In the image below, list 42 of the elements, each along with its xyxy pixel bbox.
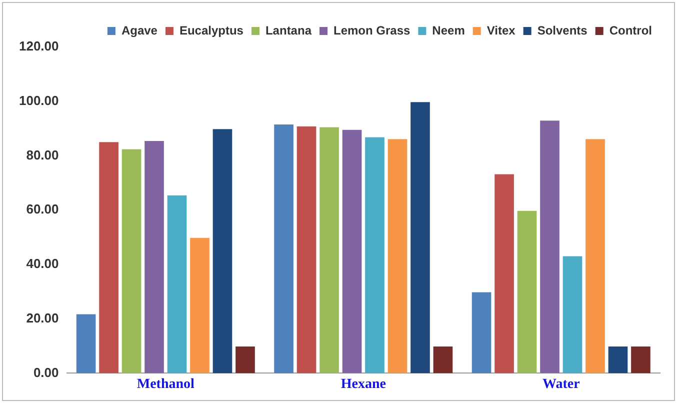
bar <box>540 120 560 374</box>
bar <box>388 139 408 374</box>
bar <box>342 130 362 374</box>
legend-label: Eucalyptus <box>179 23 244 38</box>
bar <box>296 126 316 374</box>
legend-label: Neem <box>432 23 465 38</box>
x-tick-label: Hexane <box>340 377 386 392</box>
y-tick-label: 0.00 <box>33 364 59 380</box>
bar <box>433 346 453 374</box>
bar <box>320 127 339 374</box>
legend-label: Solvents <box>537 23 588 38</box>
bar <box>608 346 628 374</box>
legend-label: Lemon Grass <box>333 23 411 38</box>
legend-label: Vitex <box>486 23 516 38</box>
legend-label: Lantana <box>265 23 312 38</box>
bar <box>365 137 384 374</box>
legend-label: Agave <box>121 23 158 38</box>
bar <box>190 238 210 374</box>
bar <box>274 124 294 374</box>
legend-label: Control <box>609 23 652 38</box>
bar <box>494 174 514 374</box>
bar <box>586 139 605 374</box>
y-tick-label: 20.00 <box>26 310 59 326</box>
y-tick-label: 40.00 <box>26 256 59 272</box>
bar <box>562 256 582 374</box>
y-tick-label: 80.00 <box>26 147 59 162</box>
bar <box>122 149 142 374</box>
y-tick-label: 100.00 <box>18 92 59 108</box>
y-tick-label: 60.00 <box>26 202 59 217</box>
bar <box>76 314 96 374</box>
bar <box>99 142 118 374</box>
bar <box>236 346 255 374</box>
bar <box>631 346 650 374</box>
x-tick-label: Water <box>542 377 580 392</box>
bar <box>472 292 492 374</box>
bar <box>144 141 164 374</box>
bar <box>410 102 430 374</box>
x-tick-label: Methanol <box>136 377 195 392</box>
bar <box>517 210 537 374</box>
bar <box>212 129 232 374</box>
bar <box>167 195 187 374</box>
y-tick-label: 120.00 <box>18 38 59 54</box>
